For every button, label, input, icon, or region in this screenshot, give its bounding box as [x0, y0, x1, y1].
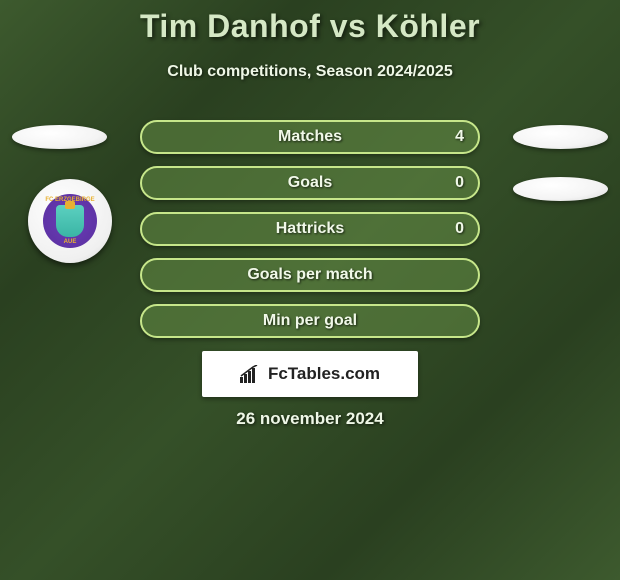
- stat-row-goals-per-match: Goals per match: [140, 258, 480, 292]
- stat-row-goals: Goals 0: [140, 166, 480, 200]
- club-right-placeholder: [513, 177, 608, 201]
- stat-row-hattricks: Hattricks 0: [140, 212, 480, 246]
- page-title: Tim Danhof vs Köhler: [0, 0, 620, 45]
- stat-value-right: 0: [455, 174, 464, 192]
- stat-label: Goals: [288, 174, 332, 192]
- brand-text: FcTables.com: [268, 364, 380, 384]
- club-logo-left: FC ERZGEBIRGE AUE: [28, 179, 112, 263]
- stat-label: Hattricks: [276, 220, 344, 238]
- brand-badge: FcTables.com: [202, 351, 418, 397]
- stat-value-right: 4: [455, 128, 464, 146]
- club-logo-ring: FC ERZGEBIRGE AUE: [43, 194, 97, 248]
- date-text: 26 november 2024: [0, 409, 620, 429]
- chart-icon: [240, 365, 262, 383]
- club-logo-text-bottom: AUE: [64, 239, 77, 245]
- player-left-placeholder: [12, 125, 107, 149]
- stat-label: Goals per match: [247, 266, 372, 284]
- stats-panel: Matches 4 Goals 0 Hattricks 0 Goals per …: [140, 120, 480, 350]
- stat-row-matches: Matches 4: [140, 120, 480, 154]
- stat-row-min-per-goal: Min per goal: [140, 304, 480, 338]
- stat-value-right: 0: [455, 220, 464, 238]
- stat-label: Matches: [278, 128, 342, 146]
- stat-label: Min per goal: [263, 312, 357, 330]
- player-right-placeholder: [513, 125, 608, 149]
- club-logo-shield: [56, 205, 84, 237]
- subtitle: Club competitions, Season 2024/2025: [0, 63, 620, 81]
